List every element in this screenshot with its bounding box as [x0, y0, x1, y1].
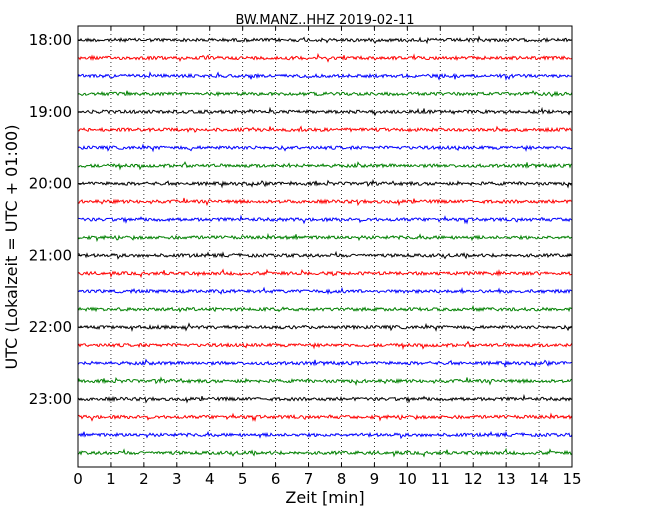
x-tick-label-14: 14: [530, 470, 549, 488]
x-tick-label-9: 9: [370, 470, 380, 488]
x-tick-label-13: 13: [497, 470, 516, 488]
trace-18: [77, 358, 573, 368]
x-tick-label-10: 10: [398, 470, 417, 488]
trace-6: [77, 143, 573, 153]
y-tick-label-20:00: 20:00: [29, 175, 72, 193]
trace-23: [77, 447, 573, 458]
axis-ticks: 0 1 2 3 4 5 6 7 8 9 10 11 12 13 14 1518:0019:0020:0021:…: [29, 26, 582, 488]
x-tick-label-2: 2: [139, 470, 149, 488]
trace-15: [77, 304, 573, 313]
trace-0: [77, 35, 573, 45]
x-tick-label-4: 4: [205, 470, 215, 488]
x-tick-label-6: 6: [271, 470, 281, 488]
trace-8: [77, 178, 573, 189]
x-tick-label-8: 8: [337, 470, 347, 488]
y-axis-label: UTC (Lokalzeit = UTC + 01:00): [2, 125, 21, 370]
seismic-traces: [77, 35, 573, 458]
plot-area-frame: [77, 25, 573, 468]
trace-20: [77, 393, 573, 404]
y-tick-label-23:00: 23:00: [29, 390, 72, 408]
y-tick-label-22:00: 22:00: [29, 318, 72, 336]
trace-11: [77, 232, 573, 243]
chart-title: BW.MANZ..HHZ 2019-02-11: [235, 13, 414, 28]
trace-10: [77, 214, 573, 225]
trace-17: [77, 340, 573, 351]
x-axis-label: Zeit [min]: [285, 488, 364, 507]
x-tick-label-0: 0: [73, 470, 83, 488]
trace-2: [77, 71, 573, 81]
x-tick-label-5: 5: [238, 470, 248, 488]
x-tick-label-7: 7: [304, 470, 314, 488]
x-tick-label-15: 15: [562, 470, 581, 488]
trace-9: [77, 197, 573, 207]
x-tick-label-1: 1: [106, 470, 116, 488]
y-tick-label-21:00: 21:00: [29, 246, 72, 264]
trace-1: [77, 52, 573, 63]
x-tick-label-12: 12: [464, 470, 483, 488]
trace-7: [77, 161, 573, 171]
vertical-grid: [110, 26, 540, 467]
trace-12: [77, 250, 573, 260]
trace-19: [77, 376, 573, 387]
y-tick-label-18:00: 18:00: [29, 31, 72, 49]
trace-3: [77, 89, 573, 98]
trace-16: [77, 322, 573, 333]
trace-4: [77, 106, 573, 117]
x-tick-label-3: 3: [172, 470, 182, 488]
trace-22: [77, 430, 573, 440]
trace-13: [77, 268, 573, 279]
trace-21: [77, 412, 573, 423]
y-tick-label-19:00: 19:00: [29, 103, 72, 121]
x-tick-label-11: 11: [431, 470, 450, 488]
trace-14: [77, 286, 573, 296]
trace-5: [77, 125, 573, 133]
